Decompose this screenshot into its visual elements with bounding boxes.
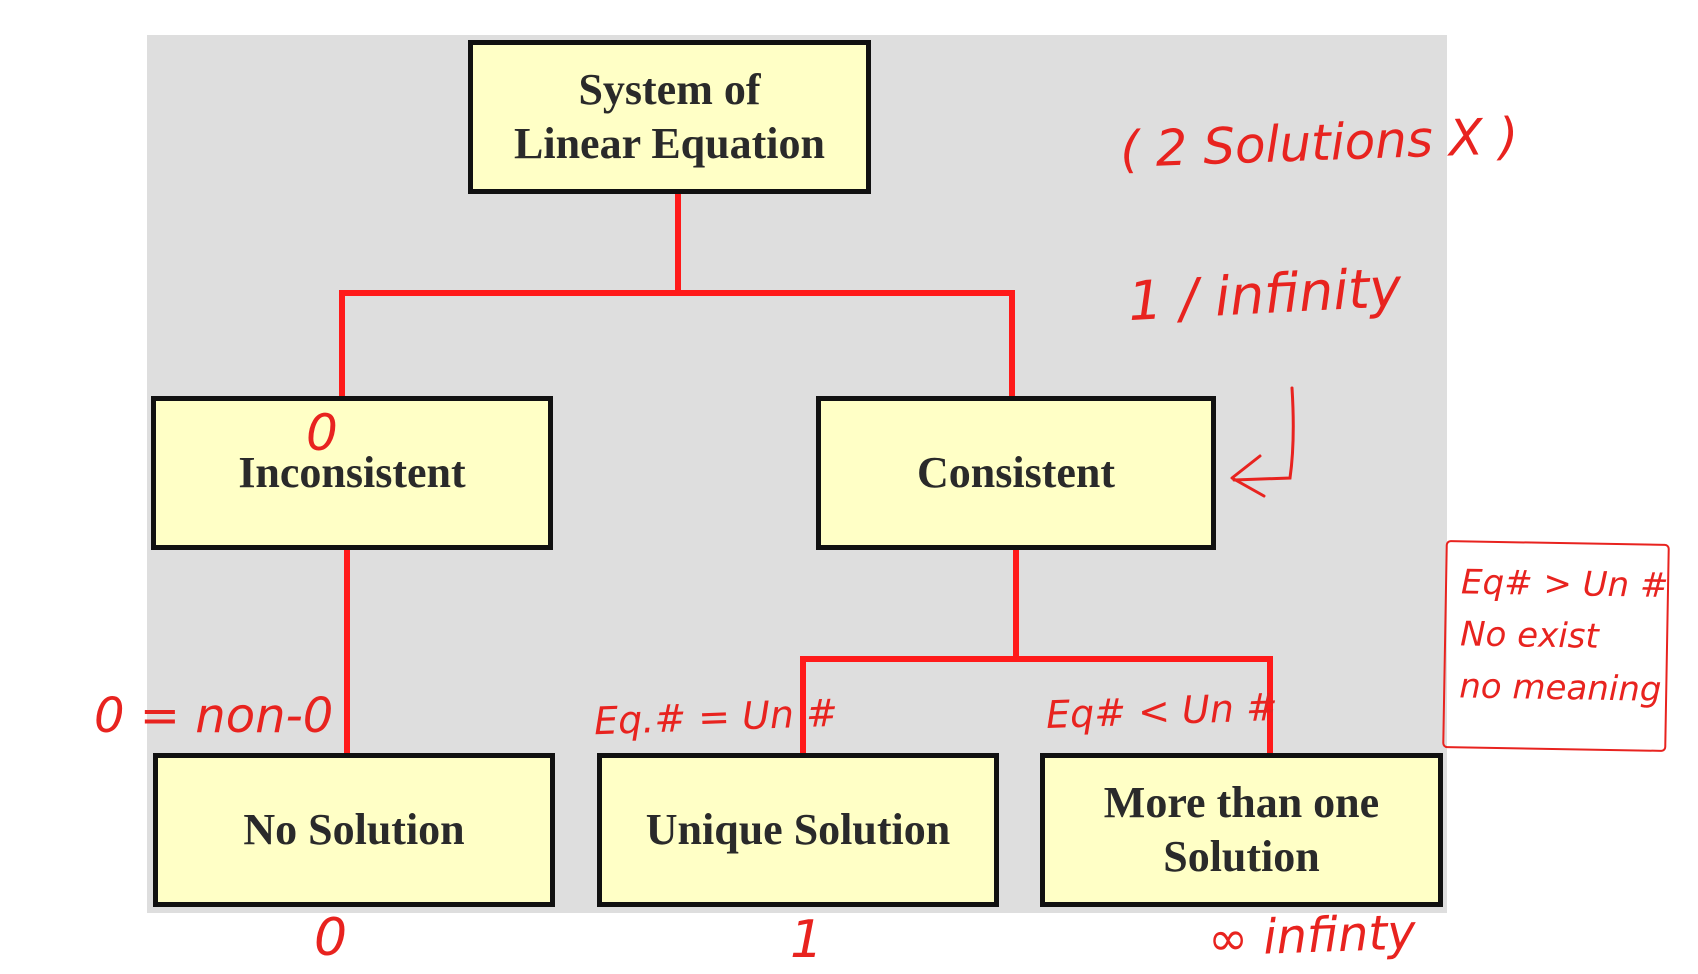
annotation-top-right: ( 2 Solutions X ): [1119, 107, 1520, 179]
node-system-of-linear-equation: System of Linear Equation: [468, 40, 871, 194]
node-more-line1: More than one: [1103, 778, 1380, 828]
annotation-zero-equals-non-zero: 0 = non-0: [94, 688, 334, 744]
annotation-zero-inconsistent: 0: [306, 404, 338, 462]
node-no-solution: No Solution: [153, 753, 555, 907]
note-line-1: Eq# > Un #: [1460, 562, 1669, 606]
note-box: Eq# > Un # No exist no meaning: [1442, 540, 1670, 752]
node-inconsistent: Inconsistent: [151, 396, 553, 550]
node-more-line2: Solution: [1163, 832, 1320, 881]
node-root-line2: Linear Equation: [514, 119, 825, 168]
annotation-eq-equal-un: Eq.# = Un #: [593, 690, 839, 744]
node-no-solution-label: No Solution: [243, 805, 465, 855]
connector-inconsistent-down: [344, 546, 350, 756]
annotation-below-unique: 1: [790, 910, 824, 970]
connector-to-more: [1267, 656, 1273, 756]
note-line-2: No exist: [1459, 614, 1600, 657]
node-inconsistent-label: Inconsistent: [238, 448, 466, 498]
connector-top-bar: [339, 290, 1015, 296]
arrow-to-consistent-icon: [1230, 386, 1295, 498]
node-consistent-label: Consistent: [916, 448, 1116, 498]
node-more-than-one-solution: More than one Solution: [1040, 753, 1443, 907]
connector-to-inconsistent: [339, 290, 345, 398]
connector-to-consistent: [1009, 290, 1015, 398]
node-unique-solution-label: Unique Solution: [645, 805, 951, 855]
node-consistent: Consistent: [816, 396, 1216, 550]
annotation-below-no-solution: 0: [314, 908, 348, 968]
connector-to-unique: [800, 656, 806, 756]
node-unique-solution: Unique Solution: [597, 753, 999, 907]
connector-root-down: [675, 190, 681, 294]
annotation-eq-less-un: Eq# < Un #: [1045, 684, 1279, 738]
node-root-line1: System of: [578, 65, 761, 115]
connector-bottom-bar: [800, 656, 1273, 662]
note-line-3: no meaning: [1458, 666, 1662, 710]
annotation-one-or-infinity: 1 / infinity: [1126, 255, 1403, 334]
annotation-below-more: ∞ infinty: [1207, 904, 1417, 968]
connector-consistent-down: [1013, 546, 1019, 662]
